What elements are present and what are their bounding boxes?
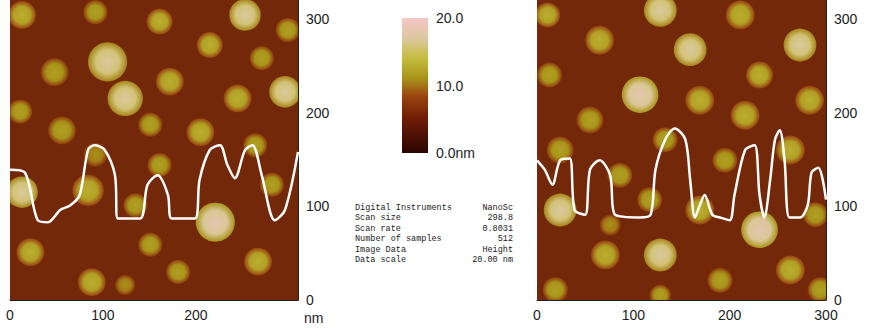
svg-text:Data scale: Data scale [355, 255, 406, 265]
svg-text:100: 100 [306, 198, 330, 214]
svg-text:Height: Height [482, 245, 513, 255]
svg-text:0: 0 [6, 307, 14, 323]
svg-text:20.0: 20.0 [436, 10, 463, 26]
svg-text:300: 300 [306, 11, 330, 27]
svg-text:300: 300 [814, 307, 838, 323]
svg-text:200: 200 [184, 307, 208, 323]
svg-text:0.0nm: 0.0nm [436, 145, 475, 161]
svg-text:Number of samples: Number of samples [355, 234, 442, 244]
svg-text:512: 512 [498, 234, 513, 244]
svg-text:200: 200 [834, 105, 858, 121]
svg-text:10.0: 10.0 [436, 78, 463, 94]
svg-text:298.8: 298.8 [487, 213, 513, 223]
svg-text:0: 0 [306, 292, 314, 308]
svg-text:0.8031: 0.8031 [482, 224, 513, 234]
svg-text:300: 300 [834, 11, 858, 27]
svg-text:100: 100 [622, 307, 646, 323]
svg-text:Scan size: Scan size [355, 213, 401, 223]
svg-text:20.00 nm: 20.00 nm [472, 255, 513, 265]
svg-text:NanoSc: NanoSc [482, 203, 513, 213]
svg-text:0: 0 [533, 307, 541, 323]
svg-text:0: 0 [834, 292, 842, 308]
svg-text:200: 200 [306, 105, 330, 121]
svg-text:100: 100 [91, 307, 115, 323]
svg-text:Digital Instruments: Digital Instruments [355, 203, 452, 213]
svg-text:Scan rate: Scan rate [355, 224, 401, 234]
svg-text:100: 100 [834, 198, 858, 214]
svg-text:nm: nm [304, 310, 323, 326]
svg-text:200: 200 [718, 307, 742, 323]
svg-text:Image Data: Image Data [355, 245, 406, 255]
